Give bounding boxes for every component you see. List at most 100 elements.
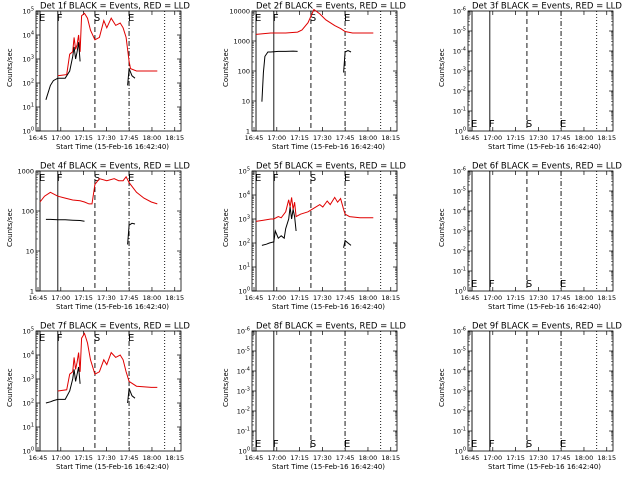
x-tick-label: 17:15 xyxy=(290,294,309,302)
y-tick-label: 10-4 xyxy=(453,207,466,216)
x-tick-label: 16:45 xyxy=(461,294,480,302)
x-tick-label: 17:00 xyxy=(483,134,502,142)
y-tick-label: 10-6 xyxy=(453,327,466,336)
x-tick-label: 18:15 xyxy=(597,134,616,142)
x-tick-label: 18:15 xyxy=(165,134,184,142)
y-tick-label: 101 xyxy=(23,103,34,112)
y-tick-label: 10-4 xyxy=(237,367,250,376)
x-tick-label: 17:00 xyxy=(51,454,70,462)
chart-title: Det 7f BLACK = Events, RED = LLD xyxy=(40,322,190,332)
x-tick-label: 17:45 xyxy=(120,134,139,142)
x-tick-label: 17:30 xyxy=(313,454,332,462)
marker-label: S xyxy=(526,279,532,290)
y-axis-label: Counts/sec xyxy=(222,208,230,247)
y-tick-label: 10-5 xyxy=(237,347,250,356)
x-tick-label: 17:15 xyxy=(290,454,309,462)
y-axis-label: Counts/sec xyxy=(6,48,14,87)
x-axis-label: Start Time (15-Feb-16 16:42:40) xyxy=(488,303,601,311)
x-tick-label: 18:00 xyxy=(359,454,378,462)
x-tick-label: 17:45 xyxy=(120,454,139,462)
y-tick-label: 10-6 xyxy=(453,167,466,176)
chart-panel-4: Det 4f BLACK = Events, RED = LLD Counts/s… xyxy=(6,162,190,312)
x-axis-label: Start Time (15-Feb-16 16:42:40) xyxy=(488,143,601,151)
x-tick-label: 16:45 xyxy=(245,294,264,302)
marker-label: F xyxy=(273,13,279,24)
x-tick-label: 16:45 xyxy=(29,134,48,142)
marker-label: E xyxy=(255,439,261,450)
plot-frame xyxy=(35,330,182,452)
marker-label: E xyxy=(255,173,261,184)
x-tick-label: 18:00 xyxy=(359,134,378,142)
series-events-line xyxy=(261,206,297,246)
x-tick-label: 18:15 xyxy=(381,134,400,142)
x-tick-label: 18:15 xyxy=(381,454,400,462)
marker-label: E xyxy=(471,279,477,290)
x-tick-label: 17:15 xyxy=(74,294,93,302)
marker-label: F xyxy=(57,13,63,24)
chart-panel-8: Det 8f BLACK = Events, RED = LLD Counts/s… xyxy=(222,322,406,472)
y-tick-label: 10-6 xyxy=(237,327,250,336)
y-tick-label: 10-6 xyxy=(453,7,466,16)
marker-label: E xyxy=(128,333,134,344)
marker-label: F xyxy=(273,439,279,450)
y-tick-label: 100 xyxy=(22,208,34,216)
chart-title: Det 3f BLACK = Events, RED = LLD xyxy=(472,2,622,12)
marker-label: E xyxy=(255,13,261,24)
y-tick-label: 10-2 xyxy=(453,407,466,416)
x-tick-label: 18:00 xyxy=(143,294,162,302)
marker-label: E xyxy=(344,439,350,450)
marker-label: E xyxy=(39,13,45,24)
y-tick-label: 100 xyxy=(239,287,250,296)
series-lld-line xyxy=(57,332,158,392)
marker-label: S xyxy=(94,173,100,184)
x-tick-label: 17:00 xyxy=(267,454,286,462)
x-tick-label: 16:45 xyxy=(245,454,264,462)
x-tick-label: 18:00 xyxy=(575,454,594,462)
y-tick-label: 104 xyxy=(23,351,34,360)
marker-label: F xyxy=(57,333,63,344)
y-tick-label: 10-5 xyxy=(453,347,466,356)
marker-label: S xyxy=(310,13,316,24)
y-tick-label: 10-3 xyxy=(237,387,250,396)
marker-label: E xyxy=(128,173,134,184)
x-tick-label: 17:30 xyxy=(529,134,548,142)
x-axis-label: Start Time (15-Feb-16 16:42:40) xyxy=(272,143,385,151)
y-tick-label: 10-4 xyxy=(453,47,466,56)
y-tick-label: 102 xyxy=(239,239,250,248)
series-lld-line xyxy=(57,12,158,77)
y-axis-label: Counts/sec xyxy=(438,208,446,247)
y-axis-label: Counts/sec xyxy=(438,48,446,87)
marker-label: E xyxy=(560,119,566,130)
x-tick-label: 17:30 xyxy=(313,294,332,302)
chart-panel-9: Det 9f BLACK = Events, RED = LLD Counts/s… xyxy=(438,322,622,472)
marker-label: F xyxy=(273,173,279,184)
y-tick-label: 10-3 xyxy=(453,387,466,396)
plot-frame xyxy=(35,170,182,292)
y-tick-label: 10-5 xyxy=(453,187,466,196)
x-tick-label: 17:30 xyxy=(97,454,116,462)
marker-label: E xyxy=(39,333,45,344)
y-tick-label: 1 xyxy=(30,288,34,296)
y-tick-label: 104 xyxy=(23,31,34,40)
y-tick-label: 10 xyxy=(26,248,34,256)
chart-title: Det 5f BLACK = Events, RED = LLD xyxy=(256,162,406,172)
x-axis-label: Start Time (15-Feb-16 16:42:40) xyxy=(272,303,385,311)
x-tick-label: 17:00 xyxy=(483,294,502,302)
y-tick-label: 10-1 xyxy=(453,267,466,276)
marker-label: E xyxy=(560,279,566,290)
x-axis-label: Start Time (15-Feb-16 16:42:40) xyxy=(488,463,601,471)
y-tick-label: 105 xyxy=(23,327,34,336)
x-tick-label: 17:45 xyxy=(552,294,571,302)
x-tick-label: 17:30 xyxy=(97,294,116,302)
series-events-line xyxy=(127,68,136,86)
x-tick-label: 17:45 xyxy=(336,294,355,302)
y-tick-label: 10-3 xyxy=(453,67,466,76)
marker-label: S xyxy=(310,173,316,184)
y-tick-label: 10-2 xyxy=(237,407,250,416)
x-tick-label: 17:15 xyxy=(506,294,525,302)
chart-title: Det 6f BLACK = Events, RED = LLD xyxy=(472,162,622,172)
y-tick-label: 105 xyxy=(23,7,34,16)
x-tick-label: 17:00 xyxy=(483,454,502,462)
y-tick-label: 103 xyxy=(23,55,34,64)
